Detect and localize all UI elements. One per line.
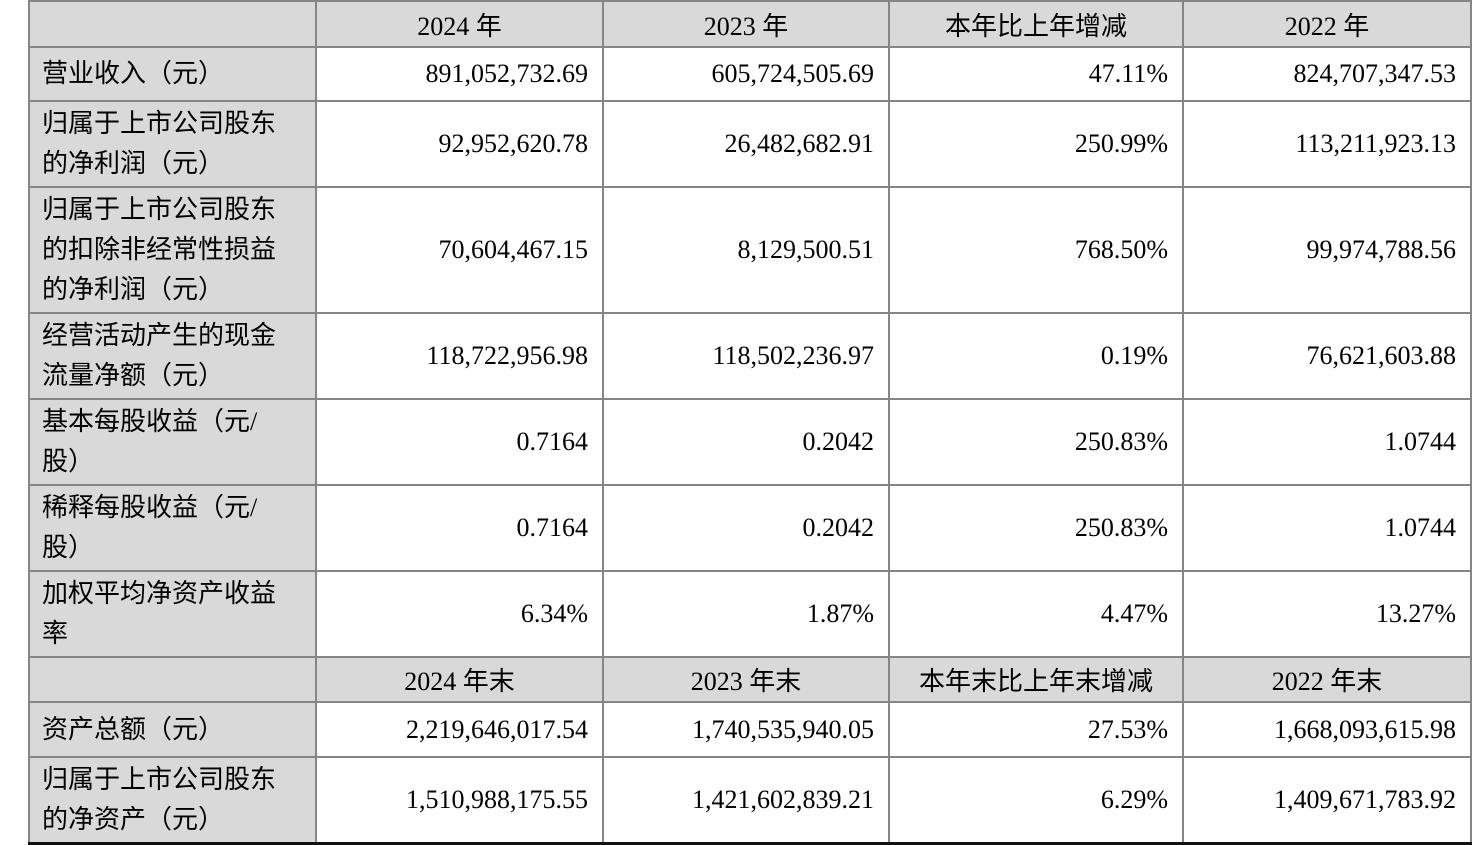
row-label: 基本每股收益（元/股） [28, 398, 317, 486]
row-label: 归属于上市公司股东的净利润（元） [28, 100, 317, 188]
cell-value: 1,740,535,940.05 [602, 701, 890, 758]
cell-value: 250.99% [888, 100, 1184, 188]
row-label: 营业收入（元） [28, 46, 317, 102]
period-end-header-row: 2024 年末 2023 年末 本年末比上年末增减 2022 年末 [28, 656, 1472, 703]
col-header-2023-end: 2023 年末 [602, 656, 890, 703]
row-label: 资产总额（元） [28, 701, 317, 758]
cell-value: 1,510,988,175.55 [315, 756, 604, 845]
table-row-diluted-eps: 稀释每股收益（元/股） 0.7164 0.2042 250.83% 1.0744 [28, 484, 1472, 572]
cell-value: 824,707,347.53 [1182, 46, 1472, 102]
table-row-operating-cash-flow: 经营活动产生的现金流量净额（元） 118,722,956.98 118,502,… [28, 312, 1472, 400]
table-row-total-assets: 资产总额（元） 2,219,646,017.54 1,740,535,940.0… [28, 701, 1472, 758]
cell-value: 6.29% [888, 756, 1184, 845]
period-header-row: 2024 年 2023 年 本年比上年增减 2022 年 [28, 0, 1472, 48]
cell-value: 768.50% [888, 186, 1184, 314]
col-header-2024: 2024 年 [315, 0, 604, 48]
cell-value: 250.83% [888, 398, 1184, 486]
col-header-2024-end: 2024 年末 [315, 656, 604, 703]
header-empty-cell [28, 656, 317, 703]
col-header-yoy-change: 本年比上年增减 [888, 0, 1184, 48]
cell-value: 250.83% [888, 484, 1184, 572]
cell-value: 76,621,603.88 [1182, 312, 1472, 400]
cell-value: 0.2042 [602, 398, 890, 486]
table-row-net-profit-attributable: 归属于上市公司股东的净利润（元） 92,952,620.78 26,482,68… [28, 100, 1472, 188]
table-row-operating-revenue: 营业收入（元） 891,052,732.69 605,724,505.69 47… [28, 46, 1472, 102]
cell-value: 1.0744 [1182, 398, 1472, 486]
table-row-net-profit-excl-nonrecurring: 归属于上市公司股东的扣除非经常性损益的净利润（元） 70,604,467.15 … [28, 186, 1472, 314]
col-header-2023: 2023 年 [602, 0, 890, 48]
cell-value: 4.47% [888, 570, 1184, 658]
cell-value: 6.34% [315, 570, 604, 658]
table-row-weighted-avg-roe: 加权平均净资产收益率 6.34% 1.87% 4.47% 13.27% [28, 570, 1472, 658]
row-label: 加权平均净资产收益率 [28, 570, 317, 658]
cell-value: 92,952,620.78 [315, 100, 604, 188]
col-header-2022: 2022 年 [1182, 0, 1472, 48]
cell-value: 891,052,732.69 [315, 46, 604, 102]
cell-value: 13.27% [1182, 570, 1472, 658]
cell-value: 26,482,682.91 [602, 100, 890, 188]
cell-value: 0.7164 [315, 484, 604, 572]
cell-value: 1,668,093,615.98 [1182, 701, 1472, 758]
cell-value: 2,219,646,017.54 [315, 701, 604, 758]
cell-value: 1.87% [602, 570, 890, 658]
row-label: 归属于上市公司股东的扣除非经常性损益的净利润（元） [28, 186, 317, 314]
table-row-net-assets-attributable: 归属于上市公司股东的净资产（元） 1,510,988,175.55 1,421,… [28, 756, 1472, 845]
cell-value: 27.53% [888, 701, 1184, 758]
cell-value: 605,724,505.69 [602, 46, 890, 102]
col-header-2022-end: 2022 年末 [1182, 656, 1472, 703]
cell-value: 47.11% [888, 46, 1184, 102]
cell-value: 113,211,923.13 [1182, 100, 1472, 188]
col-header-end-yoy-change: 本年末比上年末增减 [888, 656, 1184, 703]
cell-value: 0.2042 [602, 484, 890, 572]
key-financials-table-wrap: 2024 年 2023 年 本年比上年增减 2022 年 营业收入（元） 891… [28, 0, 1472, 845]
cell-value: 1,421,602,839.21 [602, 756, 890, 845]
key-financials-table: 2024 年 2023 年 本年比上年增减 2022 年 营业收入（元） 891… [28, 0, 1472, 845]
cell-value: 99,974,788.56 [1182, 186, 1472, 314]
table-row-basic-eps: 基本每股收益（元/股） 0.7164 0.2042 250.83% 1.0744 [28, 398, 1472, 486]
cell-value: 0.19% [888, 312, 1184, 400]
cell-value: 118,502,236.97 [602, 312, 890, 400]
row-label: 稀释每股收益（元/股） [28, 484, 317, 572]
cell-value: 1,409,671,783.92 [1182, 756, 1472, 845]
row-label: 经营活动产生的现金流量净额（元） [28, 312, 317, 400]
row-label: 归属于上市公司股东的净资产（元） [28, 756, 317, 845]
cell-value: 118,722,956.98 [315, 312, 604, 400]
cell-value: 1.0744 [1182, 484, 1472, 572]
cell-value: 0.7164 [315, 398, 604, 486]
cell-value: 8,129,500.51 [602, 186, 890, 314]
cell-value: 70,604,467.15 [315, 186, 604, 314]
header-empty-cell [28, 0, 317, 48]
